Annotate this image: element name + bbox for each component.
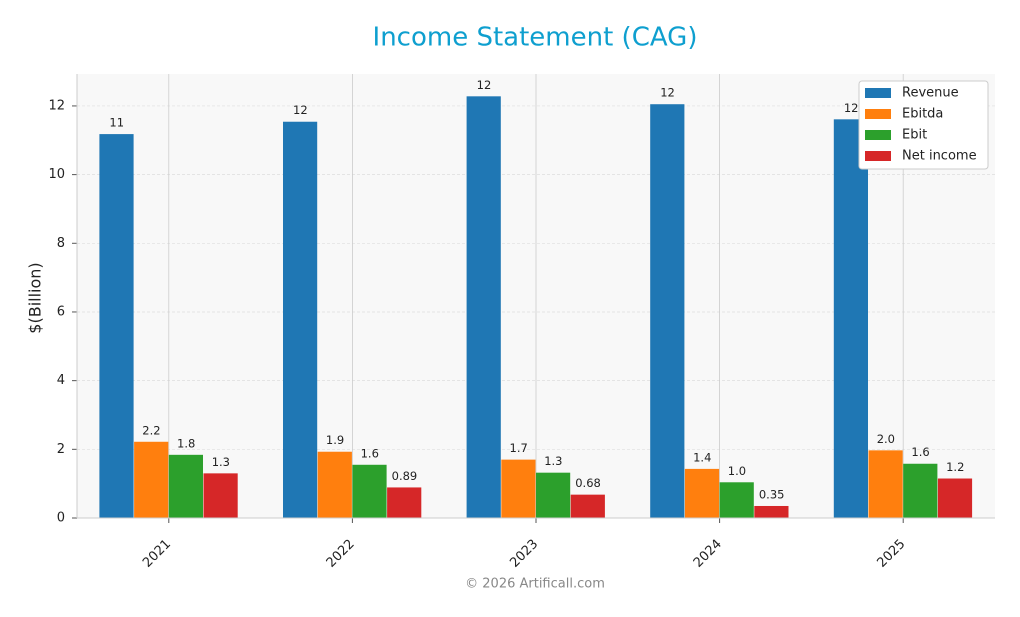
value-label: 1.7 <box>510 441 528 455</box>
x-tick-label: 2022 <box>324 537 358 571</box>
legend-label: Ebitda <box>902 107 943 122</box>
source: © 2026 Artificall.com <box>465 577 605 592</box>
value-label: 12 <box>477 78 492 92</box>
y-tick-label: 8 <box>57 236 65 251</box>
y-tick-label: 4 <box>57 373 65 388</box>
bar <box>754 505 789 518</box>
bar <box>283 121 318 518</box>
bar <box>719 482 754 518</box>
bar <box>466 96 501 518</box>
legend-swatch <box>865 130 891 140</box>
value-label: 1.3 <box>212 455 230 469</box>
value-label: 1.0 <box>728 464 746 478</box>
value-label: 1.9 <box>326 433 344 447</box>
chart-title: Income Statement (CAG) <box>373 23 698 53</box>
bar <box>937 478 973 518</box>
x-tick-label: 2021 <box>140 537 174 571</box>
bar <box>684 468 720 518</box>
bar <box>99 134 134 518</box>
value-label: 12 <box>293 103 308 117</box>
value-label: 1.3 <box>544 454 562 468</box>
y-tick-label: 0 <box>57 511 65 526</box>
legend-label: Net income <box>902 149 977 164</box>
bar <box>903 463 938 518</box>
value-label: 12 <box>660 86 675 100</box>
value-label: 0.68 <box>575 476 601 490</box>
bar <box>833 119 868 518</box>
bar <box>570 494 605 518</box>
bar <box>868 450 903 518</box>
y-tick-label: 10 <box>48 167 65 182</box>
bar <box>134 441 169 518</box>
value-label: 2.0 <box>877 432 895 446</box>
bar <box>536 472 571 518</box>
y-axis-label: $(Billion) <box>26 262 45 333</box>
value-label: 1.6 <box>911 445 929 459</box>
legend-swatch <box>865 109 891 119</box>
value-label: 0.35 <box>759 487 785 501</box>
value-label: 12 <box>844 101 859 115</box>
y-tick-label: 2 <box>57 442 65 457</box>
legend-label: Revenue <box>902 86 959 101</box>
bar <box>168 454 203 518</box>
value-label: 2.2 <box>142 423 160 437</box>
value-label: 1.4 <box>693 450 711 464</box>
x-tick-label: 2023 <box>507 537 541 571</box>
bar <box>317 451 352 518</box>
y-tick-label: 6 <box>57 304 65 319</box>
value-label: 1.6 <box>361 446 379 460</box>
x-tick-label: 2024 <box>691 537 725 571</box>
value-label: 11 <box>109 116 124 130</box>
bar <box>501 459 536 518</box>
value-label: 1.8 <box>177 436 195 450</box>
bar <box>352 464 387 518</box>
bar <box>203 473 238 518</box>
y-tick-label: 12 <box>48 98 65 113</box>
bar <box>650 104 685 519</box>
x-tick-label: 2025 <box>874 537 908 571</box>
bar <box>387 487 422 518</box>
legend-label: Ebit <box>902 128 927 143</box>
legend-swatch <box>865 151 891 161</box>
value-label: 0.89 <box>392 469 418 483</box>
legend-box <box>858 80 989 170</box>
legend-swatch <box>865 88 891 98</box>
value-label: 1.2 <box>946 460 964 474</box>
